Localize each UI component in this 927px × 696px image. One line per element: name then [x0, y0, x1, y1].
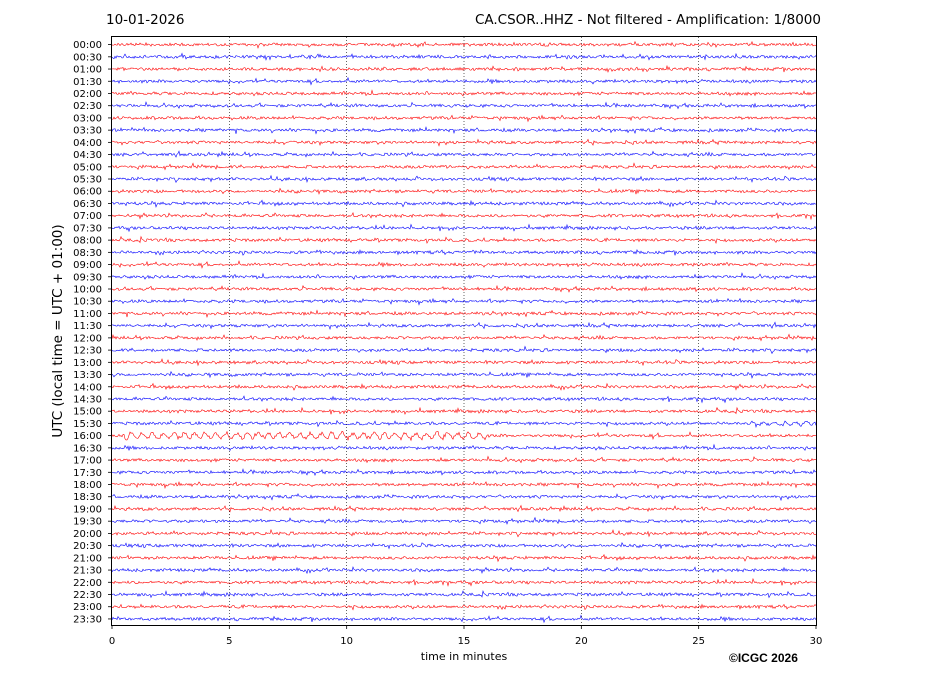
x-tick-label: 20 — [575, 636, 588, 647]
copyright-label: ©ICGC 2026 — [729, 651, 798, 665]
x-tick-label: 5 — [226, 636, 232, 647]
y-tick-label: 06:00 — [73, 187, 102, 198]
y-tick-label: 20:00 — [73, 529, 102, 540]
y-tick-label: 08:30 — [73, 248, 102, 259]
trace-row-1530 — [111, 419, 817, 429]
x-tick-label: 25 — [692, 636, 705, 647]
trace-row-0830 — [111, 249, 817, 256]
x-tick-label: 30 — [810, 636, 823, 647]
y-tick-label: 07:00 — [73, 211, 102, 222]
y-tick-label: 02:30 — [73, 101, 102, 112]
trace-row-0730 — [111, 223, 817, 233]
x-tick-label: 15 — [458, 636, 471, 647]
y-tick-label: 12:30 — [73, 346, 102, 357]
trace-row-1500 — [111, 406, 817, 415]
y-tick-label: 05:30 — [73, 175, 102, 186]
plot-frame — [111, 36, 817, 626]
trace-row-1200 — [111, 333, 817, 342]
y-tick-label: 11:00 — [73, 309, 102, 320]
y-tick-label: 13:00 — [73, 358, 102, 369]
x-tick-label: 0 — [109, 636, 115, 647]
y-tick-label: 11:30 — [73, 321, 102, 332]
trace-row-1430 — [111, 395, 817, 404]
trace-row-0130 — [111, 76, 817, 86]
y-tick-label: 12:00 — [73, 333, 102, 344]
trace-row-1630 — [111, 443, 817, 452]
y-tick-label: 01:30 — [73, 77, 102, 88]
trace-row-1330 — [111, 370, 817, 379]
y-tick-label: 15:00 — [73, 407, 102, 418]
chart-title: CA.CSOR..HHZ - Not filtered - Amplificat… — [474, 12, 821, 28]
trace-row-0430 — [111, 150, 817, 158]
y-tick-label: 03:30 — [73, 126, 102, 137]
trace-row-2200 — [111, 577, 817, 587]
trace-row-0100 — [111, 64, 817, 73]
trace-row-2100 — [111, 553, 817, 563]
y-tick-label: 22:00 — [73, 578, 102, 589]
y-tick-label: 00:30 — [73, 52, 102, 63]
y-tick-label: 22:30 — [73, 590, 102, 601]
y-tick-label: 00:00 — [73, 40, 102, 51]
y-tick-label: 06:30 — [73, 199, 102, 210]
trace-row-2030 — [111, 542, 817, 550]
trace-row-1400 — [111, 382, 817, 391]
y-tick-label: 01:00 — [73, 65, 102, 76]
trace-row-2000 — [111, 528, 817, 538]
x-tick-group: 0 5 10 15 20 25 30 — [109, 625, 823, 647]
y-tick-label: 09:00 — [73, 260, 102, 271]
y-tick-label: 16:30 — [73, 443, 102, 454]
y-tick-label: 19:30 — [73, 517, 102, 528]
y-tick-label: 17:30 — [73, 468, 102, 479]
x-tick-label: 10 — [340, 636, 353, 647]
y-tick-label: 04:00 — [73, 138, 102, 149]
trace-row-0700 — [111, 211, 817, 221]
grid-group — [229, 37, 699, 625]
y-tick-label: 23:00 — [73, 602, 102, 613]
trace-row-0630 — [111, 199, 817, 208]
trace-row-2130 — [111, 566, 817, 575]
y-tick-label: 07:30 — [73, 223, 102, 234]
y-tick-label: 21:30 — [73, 566, 102, 577]
y-tick-label: 14:30 — [73, 394, 102, 405]
y-tick-label: 13:30 — [73, 370, 102, 381]
y-tick-label: 17:00 — [73, 456, 102, 467]
trace-row-0600 — [111, 187, 817, 195]
trace-row-0530 — [111, 174, 817, 184]
y-tick-label: 18:00 — [73, 480, 102, 491]
y-tick-label: 18:30 — [73, 492, 102, 503]
y-tick-label: 10:30 — [73, 297, 102, 308]
y-tick-label: 16:00 — [73, 431, 102, 442]
y-tick-label: 21:00 — [73, 553, 102, 564]
y-tick-label: 20:30 — [73, 541, 102, 552]
trace-row-2230 — [111, 590, 817, 599]
y-tick-label: 23:30 — [73, 614, 102, 625]
y-tick-label: 09:30 — [73, 272, 102, 283]
y-tick-label: 14:00 — [73, 382, 102, 393]
trace-row-1300 — [111, 358, 817, 367]
trace-row-1600 — [111, 430, 817, 442]
y-tick-label: 19:00 — [73, 504, 102, 515]
y-tick-label: 08:00 — [73, 236, 102, 247]
y-tick-label: 04:30 — [73, 150, 102, 161]
y-tick-label: 15:30 — [73, 419, 102, 430]
y-tick-label: 05:00 — [73, 162, 102, 173]
x-axis-label: time in minutes — [421, 650, 508, 663]
y-tick-label: 02:00 — [73, 89, 102, 100]
trace-row-0800 — [111, 235, 817, 245]
y-tick-label: 03:00 — [73, 113, 102, 124]
date-label: 10-01-2026 — [106, 12, 185, 28]
y-axis-label: UTC (local time = UTC + 01:00) — [50, 224, 66, 437]
y-tick-label: 10:00 — [73, 285, 102, 296]
